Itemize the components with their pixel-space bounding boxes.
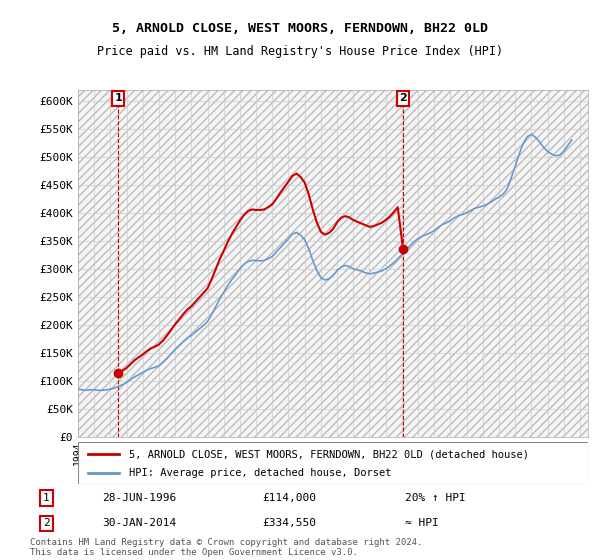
Text: HPI: Average price, detached house, Dorset: HPI: Average price, detached house, Dors… [129, 468, 392, 478]
Text: 5, ARNOLD CLOSE, WEST MOORS, FERNDOWN, BH22 0LD: 5, ARNOLD CLOSE, WEST MOORS, FERNDOWN, B… [112, 22, 488, 35]
Text: 1: 1 [43, 493, 50, 503]
Text: Contains HM Land Registry data © Crown copyright and database right 2024.
This d: Contains HM Land Registry data © Crown c… [30, 538, 422, 557]
Text: 20% ↑ HPI: 20% ↑ HPI [406, 493, 466, 503]
Text: 28-JUN-1996: 28-JUN-1996 [102, 493, 176, 503]
Text: 30-JAN-2014: 30-JAN-2014 [102, 519, 176, 529]
Text: 2: 2 [399, 94, 407, 103]
Text: 5, ARNOLD CLOSE, WEST MOORS, FERNDOWN, BH22 0LD (detached house): 5, ARNOLD CLOSE, WEST MOORS, FERNDOWN, B… [129, 449, 529, 459]
Text: £334,550: £334,550 [262, 519, 316, 529]
Text: 1: 1 [115, 94, 122, 103]
Text: Price paid vs. HM Land Registry's House Price Index (HPI): Price paid vs. HM Land Registry's House … [97, 45, 503, 58]
Text: 2: 2 [43, 519, 50, 529]
Text: ≈ HPI: ≈ HPI [406, 519, 439, 529]
FancyBboxPatch shape [78, 442, 588, 484]
Text: £114,000: £114,000 [262, 493, 316, 503]
